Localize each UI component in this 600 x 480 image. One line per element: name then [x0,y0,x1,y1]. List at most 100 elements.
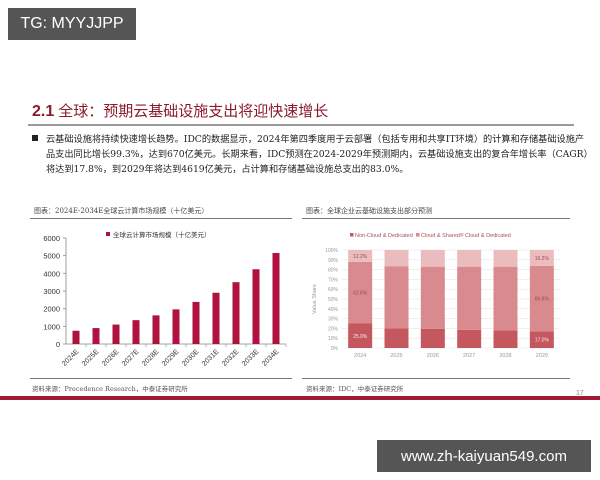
bar-2025E [92,328,100,344]
segment-2025-0 [384,328,409,348]
y-tick-label: 4000 [43,269,60,278]
bar-2028E [152,315,160,344]
segment-2024-1 [348,261,373,324]
bullet-paragraph: 云基础设施将持续快速增长趋势。IDC的数据显示，2024年第四季度用于云部署（包… [30,132,590,177]
y-tick-label: 1000 [43,322,60,331]
watermark-bottom: www.zh-kaiyuan549.com [377,440,591,472]
section-number: 2.1 [32,103,55,120]
right-source-rule [302,378,570,379]
bar-2031E [212,292,220,344]
watermark-top: TG: MYYJJPP [8,8,136,40]
data-label: 17.0% [535,338,550,344]
y-tick-label: 20% [328,326,339,332]
segment-2029-0 [529,331,554,348]
segment-2027-0 [457,329,482,348]
left-source-rule [30,378,292,379]
data-label: 12.2% [353,254,368,260]
legend-label: Cloud & Dedicated [465,233,511,239]
x-tick-label: 2026 [427,353,439,359]
y-tick-label: 10% [328,336,339,342]
y-tick-label: 60% [328,287,339,293]
left-chart-svg: 0 1000 2000 3000 4000 5000 6000 2024E 2025E 2026E… [43,230,287,368]
section-title: 2.1 全球：预期云基础设施支出将迎快速增长 [32,100,328,121]
x-tick-label: 2028E [141,348,160,367]
data-label: 16.2% [535,256,550,262]
x-tick-label: 2029E [161,348,180,367]
page-number: 17 [576,390,584,397]
bar-2024E [72,330,80,344]
y-tick-label: 5000 [43,252,60,261]
left-figure-rule [30,218,292,219]
bar-2032E [232,282,240,344]
x-tick-label: 2027 [463,353,475,359]
footer-red-band [0,396,600,400]
y-tick-label: 6000 [43,234,60,243]
y-tick-label: 30% [328,317,339,323]
bar-2034E [272,253,280,344]
right-figure-source: 资料来源：IDC，中泰证券研究所 [306,385,404,393]
segment-2026-1 [420,266,445,329]
legend-swatch [416,233,420,237]
y-tick-label: 2000 [43,305,60,314]
right-chart-svg: Non-Cloud & Dedicated Cloud & Shared Cloud… [312,233,560,359]
x-tick-label: 2027E [121,348,140,367]
segment-2028-2 [493,250,518,267]
x-tick-label: 2025 [390,353,402,359]
section-title-text: 全球：预期云基础设施支出将迎快速增长 [58,102,329,120]
y-tick-label: 50% [328,297,339,303]
segment-2028-1 [493,266,518,331]
x-tick-label: 2026E [101,348,120,367]
y-axis-label: Value Share [312,284,318,314]
bar-2029E [172,309,180,344]
segment-2026-2 [420,250,445,267]
right-figure-rule [302,218,570,219]
x-tick-label: 2032E [221,348,240,367]
right-stacked-chart: Non-Cloud & Dedicated Cloud & Shared Cloud… [308,228,570,368]
x-tick-label: 2025E [81,348,100,367]
left-figure-caption: 图表：2024E-2034E全球云计算市场规模（十亿美元） [34,207,209,215]
x-tick-label: 2024E [61,348,80,367]
y-tick-label: 0 [56,340,60,349]
segment-2025-1 [384,266,409,329]
legend-swatch [106,232,110,236]
right-figure-caption: 图表：全球企业云基础设施支出部分预测 [306,207,432,215]
y-tick-label: 70% [328,277,339,283]
x-tick-label: 2030E [181,348,200,367]
bullet-square-icon [32,135,38,141]
title-divider [28,124,574,126]
bar-2030E [192,301,200,344]
segment-2025-2 [384,250,409,267]
segment-2029-1 [529,265,554,332]
x-tick-label: 2029 [536,353,548,359]
left-figure-source: 资料来源：Precedence Research，中泰证券研究所 [32,385,188,393]
bar-2033E [252,269,260,344]
x-tick-label: 2024 [354,353,366,359]
legend-label: Cloud & Shared [421,233,460,239]
y-tick-label: 90% [328,258,339,264]
data-label: 62.8% [353,291,368,297]
bar-2027E [132,320,140,344]
legend-swatch [460,233,464,237]
data-label: 25.0% [353,334,368,340]
x-tick-label: 2031E [201,348,220,367]
segment-2027-1 [457,266,482,330]
x-tick-label: 2028 [499,353,511,359]
bar-2026E [112,324,120,344]
segment-2024-0 [348,323,373,348]
x-tick-label: 2034E [261,348,280,367]
legend-label: 全球云计算市场规模（十亿美元） [113,230,211,239]
y-tick-label: 100% [325,248,338,254]
legend-label: Non-Cloud & Dedicated [355,233,413,239]
y-tick-label: 3000 [43,287,60,296]
segment-2024-2 [348,250,373,262]
left-bar-chart: 0 1000 2000 3000 4000 5000 6000 2024E 2025E 2026E… [28,228,290,373]
y-tick-label: 0% [331,346,339,352]
legend-swatch [350,233,354,237]
segment-2027-2 [457,250,482,267]
segment-2029-2 [529,250,554,266]
segment-2026-0 [420,328,445,348]
data-label: 66.8% [535,297,550,303]
y-tick-label: 80% [328,268,339,274]
x-tick-label: 2033E [241,348,260,367]
segment-2028-0 [493,330,518,348]
